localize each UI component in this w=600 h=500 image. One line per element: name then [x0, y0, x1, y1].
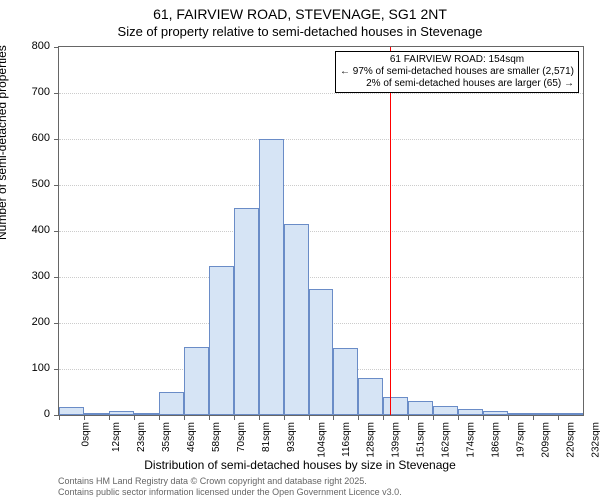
chart-container: 61, FAIRVIEW ROAD, STEVENAGE, SG1 2NT Si…: [0, 0, 600, 500]
histogram-bar: [309, 289, 334, 416]
histogram-bar: [234, 208, 259, 415]
x-tick-label: 220sqm: [566, 422, 577, 458]
x-tick-mark: [184, 415, 185, 420]
x-tick-mark: [433, 415, 434, 420]
x-tick-label: 209sqm: [541, 422, 552, 458]
x-tick-label: 128sqm: [366, 422, 377, 458]
y-gridline: [59, 277, 583, 278]
x-tick-mark: [259, 415, 260, 420]
histogram-bar: [184, 347, 209, 415]
histogram-bar: [383, 397, 408, 415]
histogram-bar: [134, 413, 159, 415]
x-tick-mark: [134, 415, 135, 420]
x-tick-label: 162sqm: [441, 422, 452, 458]
x-tick-label: 58sqm: [211, 422, 222, 452]
x-tick-label: 174sqm: [466, 422, 477, 458]
x-tick-mark: [558, 415, 559, 420]
y-tick-mark: [54, 139, 59, 140]
y-gridline: [59, 231, 583, 232]
histogram-bar: [558, 413, 583, 415]
chart-title-sub: Size of property relative to semi-detach…: [0, 24, 600, 39]
histogram-bar: [483, 411, 508, 415]
annotation-line: ← 97% of semi-detached houses are smalle…: [340, 66, 574, 78]
annotation-line: 2% of semi-detached houses are larger (6…: [340, 78, 574, 90]
attribution-text: Contains HM Land Registry data © Crown c…: [58, 476, 402, 498]
x-tick-mark: [458, 415, 459, 420]
x-tick-mark: [533, 415, 534, 420]
histogram-bar: [259, 139, 284, 415]
y-tick-mark: [54, 47, 59, 48]
x-tick-mark: [408, 415, 409, 420]
x-tick-mark: [358, 415, 359, 420]
x-tick-label: 70sqm: [236, 422, 247, 452]
y-tick-mark: [54, 231, 59, 232]
chart-title-main: 61, FAIRVIEW ROAD, STEVENAGE, SG1 2NT: [0, 6, 600, 22]
x-tick-label: 197sqm: [516, 422, 527, 458]
x-tick-mark: [234, 415, 235, 420]
histogram-bar: [59, 407, 84, 415]
y-tick-mark: [54, 277, 59, 278]
y-gridline: [59, 139, 583, 140]
x-tick-label: 151sqm: [416, 422, 427, 458]
annotation-line: 61 FAIRVIEW ROAD: 154sqm: [340, 54, 574, 66]
x-tick-mark: [284, 415, 285, 420]
x-tick-mark: [508, 415, 509, 420]
x-tick-mark: [209, 415, 210, 420]
y-tick-label: 800: [20, 40, 50, 52]
x-tick-mark: [59, 415, 60, 420]
plot-area: 61 FAIRVIEW ROAD: 154sqm← 97% of semi-de…: [58, 46, 584, 416]
histogram-bar: [333, 348, 358, 415]
x-axis-label: Distribution of semi-detached houses by …: [0, 458, 600, 472]
histogram-bar: [458, 409, 483, 415]
x-tick-label: 93sqm: [286, 422, 297, 452]
histogram-bar: [358, 378, 383, 415]
y-tick-label: 0: [20, 408, 50, 420]
y-tick-mark: [54, 93, 59, 94]
histogram-bar: [408, 401, 433, 415]
y-tick-label: 700: [20, 86, 50, 98]
x-tick-label: 139sqm: [391, 422, 402, 458]
x-tick-label: 46sqm: [186, 422, 197, 452]
y-tick-label: 200: [20, 316, 50, 328]
y-gridline: [59, 93, 583, 94]
y-axis-label: Number of semi-detached properties: [0, 45, 9, 240]
histogram-bar: [159, 392, 184, 415]
x-tick-label: 12sqm: [111, 422, 122, 452]
histogram-bar: [209, 266, 234, 416]
property-marker-line: [390, 47, 391, 415]
y-tick-mark: [54, 185, 59, 186]
attribution-line2: Contains public sector information licen…: [58, 487, 402, 498]
histogram-bar: [508, 413, 533, 415]
histogram-bar: [284, 224, 309, 415]
x-tick-label: 81sqm: [261, 422, 272, 452]
x-tick-mark: [483, 415, 484, 420]
x-tick-label: 186sqm: [491, 422, 502, 458]
y-tick-mark: [54, 369, 59, 370]
x-tick-mark: [84, 415, 85, 420]
x-tick-mark: [383, 415, 384, 420]
histogram-bar: [84, 413, 109, 415]
x-tick-label: 116sqm: [340, 422, 351, 457]
annotation-box: 61 FAIRVIEW ROAD: 154sqm← 97% of semi-de…: [335, 51, 579, 93]
y-tick-label: 100: [20, 362, 50, 374]
x-tick-label: 23sqm: [136, 422, 147, 452]
x-tick-mark: [309, 415, 310, 420]
y-tick-mark: [54, 323, 59, 324]
x-tick-mark: [159, 415, 160, 420]
histogram-bar: [433, 406, 458, 415]
attribution-line1: Contains HM Land Registry data © Crown c…: [58, 476, 402, 487]
histogram-bar: [109, 411, 134, 415]
y-tick-label: 500: [20, 178, 50, 190]
x-tick-label: 104sqm: [316, 422, 327, 458]
histogram-bar: [533, 413, 558, 415]
x-tick-mark: [333, 415, 334, 420]
y-tick-label: 600: [20, 132, 50, 144]
y-gridline: [59, 185, 583, 186]
x-tick-label: 35sqm: [161, 422, 172, 452]
x-tick-label: 0sqm: [80, 422, 91, 446]
y-tick-label: 400: [20, 224, 50, 236]
y-tick-label: 300: [20, 270, 50, 282]
x-tick-mark: [109, 415, 110, 420]
x-tick-label: 232sqm: [591, 422, 600, 458]
